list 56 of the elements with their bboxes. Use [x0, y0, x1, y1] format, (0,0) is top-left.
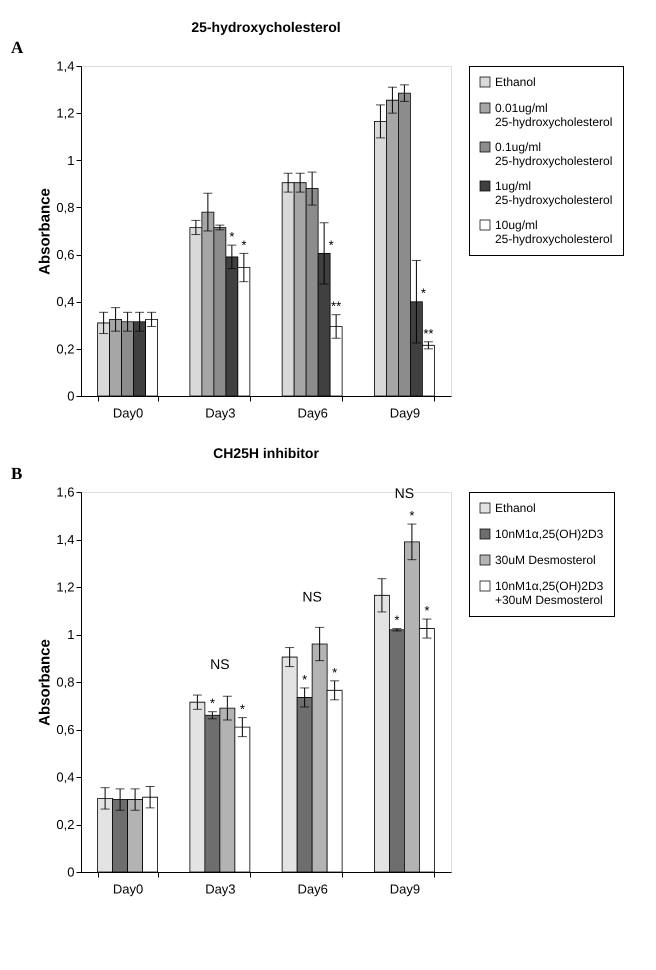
data-label: * [332, 664, 338, 680]
y-tick-label: 0,8 [56, 674, 74, 690]
y-tick-label: 1,6 [56, 484, 74, 500]
legend-label: 10nM1α,25(OH)2D3 [495, 527, 604, 541]
y-tick-label: 0,4 [56, 294, 74, 310]
data-label: * [229, 229, 234, 244]
x-tick-label: Day3 [205, 406, 236, 420]
chart-title: 25-hydroxycholesterol [191, 19, 341, 35]
y-tick-label: 0,4 [56, 770, 74, 784]
data-label: ** [423, 326, 434, 341]
legend-label: 1ug/ml 25-hydroxycholesterol [495, 179, 612, 207]
x-tick-label: Day6 [297, 882, 328, 896]
y-tick-label: 1,2 [56, 580, 74, 594]
text: A [11, 38, 24, 57]
chart-title: CH25H inhibitor [213, 445, 320, 461]
data-label: ** [331, 298, 342, 314]
y-tick-label: 0,8 [56, 200, 74, 215]
x-tick-label: Day3 [205, 882, 236, 896]
legend-label: Ethanol [495, 75, 536, 89]
annotation: NS [394, 485, 414, 502]
x-tick-label: Day0 [112, 882, 144, 896]
legend-label: 10nM1α,25(OH)2D3 +30uM Desmosterol [495, 579, 604, 607]
annotation: NS [210, 656, 230, 672]
data-label: * [394, 612, 400, 628]
y-tick-label: 1,4 [56, 58, 74, 74]
y-tick-label: 0,2 [56, 817, 74, 832]
data-label: * [420, 286, 426, 301]
data-label: * [424, 603, 430, 618]
y-axis-title: Absorbance [36, 188, 54, 275]
data-label: * [241, 237, 246, 252]
data-label: * [328, 237, 334, 252]
data-label: * [210, 696, 215, 711]
y-tick-label: 1 [67, 627, 74, 642]
y-tick-label: 1,2 [56, 106, 74, 121]
data-label: * [409, 508, 414, 524]
data-label: * [302, 672, 308, 687]
legend-label: 30uM Desmosterol [495, 553, 596, 567]
text: B [11, 464, 22, 483]
data-label: * [240, 702, 245, 717]
x-tick-label: Day6 [297, 406, 328, 420]
y-tick-label: 1,4 [56, 532, 74, 547]
legend-label: Ethanol [495, 501, 536, 515]
y-axis-title: Absorbance [36, 639, 54, 726]
x-tick-label: Day0 [112, 406, 144, 420]
y-tick-label: 0 [67, 864, 74, 880]
legend-label: 0.01ug/ml 25-hydroxycholesterol [495, 101, 612, 129]
annotation: NS [302, 588, 322, 604]
legend-label: 10ug/ml 25-hydroxycholesterol [495, 218, 612, 246]
x-tick-label: Day9 [390, 882, 420, 896]
legend-label: 0.1ug/ml 25-hydroxycholesterol [495, 140, 612, 168]
x-tick-label: Day9 [390, 406, 420, 420]
y-tick-label: 0,2 [56, 341, 74, 356]
y-tick-label: 0,6 [56, 722, 74, 737]
y-tick-label: 0 [67, 388, 74, 404]
y-tick-label: 1 [67, 152, 74, 168]
y-tick-label: 0,6 [56, 247, 74, 262]
